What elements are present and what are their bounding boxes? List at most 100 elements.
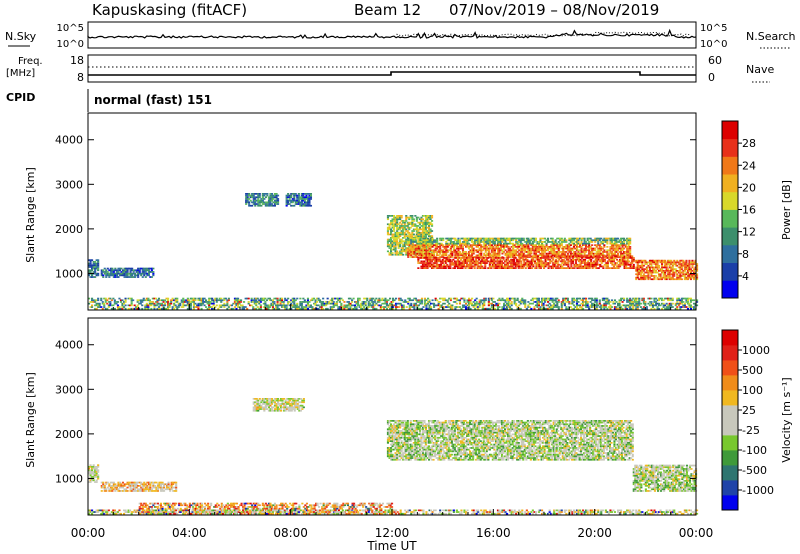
heatmap-cell <box>308 198 311 200</box>
heatmap-cell <box>423 254 427 257</box>
heatmap-cell <box>585 241 588 243</box>
heatmap-cell <box>389 302 392 305</box>
heatmap-cell <box>537 244 541 246</box>
heatmap-cell <box>535 258 538 261</box>
heatmap-cell <box>534 246 538 248</box>
heatmap-cell <box>650 264 653 267</box>
heatmap-cell <box>423 223 426 226</box>
heatmap-cell <box>623 304 626 307</box>
heatmap-cell <box>351 304 354 307</box>
heatmap-cell <box>490 265 493 268</box>
heatmap-cell <box>173 304 176 307</box>
heatmap-cell <box>418 223 422 226</box>
heatmap-cell <box>403 245 406 248</box>
heatmap-cell <box>604 304 607 307</box>
heatmap-cell <box>112 297 115 300</box>
heatmap-cell <box>405 247 408 249</box>
heatmap-cell <box>488 263 491 266</box>
heatmap-cell <box>691 273 694 276</box>
heatmap-cell <box>503 244 506 246</box>
heatmap-cell <box>502 257 505 259</box>
heatmap-cell <box>538 262 541 264</box>
heatmap-cell <box>423 230 426 232</box>
heatmap-cell <box>119 299 123 302</box>
heatmap-cell <box>114 274 117 277</box>
heatmap-cell <box>626 299 629 302</box>
heatmap-cell <box>576 263 579 266</box>
heatmap-cell <box>475 246 478 248</box>
heatmap-cell <box>651 275 655 277</box>
heatmap-cell <box>424 230 428 232</box>
heatmap-cell <box>137 269 140 272</box>
heatmap-cell <box>364 304 367 307</box>
heatmap-cell <box>561 265 564 268</box>
heatmap-cell <box>417 244 420 246</box>
heatmap-cell <box>439 247 442 250</box>
heatmap-cell <box>496 251 500 253</box>
heatmap-cell <box>483 307 486 310</box>
heatmap-cell <box>515 249 518 252</box>
heatmap-cell <box>456 262 460 264</box>
heatmap-cell <box>394 216 397 219</box>
heatmap-cell <box>595 302 598 305</box>
heatmap-cell <box>420 267 423 269</box>
heatmap-cell <box>524 257 527 259</box>
heatmap-cell <box>127 307 130 310</box>
heatmap-cell <box>528 306 531 308</box>
heatmap-cell <box>469 262 472 264</box>
heatmap-cell <box>534 252 538 255</box>
heatmap-cell <box>483 297 486 300</box>
heatmap-cell <box>382 299 386 302</box>
heatmap-cell <box>536 299 539 302</box>
heatmap-cell <box>537 301 541 303</box>
heatmap-cell <box>491 257 494 259</box>
heatmap-cell <box>258 193 261 195</box>
heatmap-cell <box>510 302 513 305</box>
heatmap-cell <box>200 307 203 310</box>
heatmap-cell <box>414 247 417 250</box>
heatmap-cell <box>465 239 468 242</box>
heatmap-cell <box>429 257 432 259</box>
heatmap-cell <box>434 265 437 268</box>
heatmap-cell <box>460 244 463 246</box>
heatmap-cell <box>113 302 116 305</box>
heatmap-cell <box>475 297 478 300</box>
heatmap-cell <box>591 244 594 246</box>
heatmap-cell <box>536 304 539 307</box>
heatmap-cell <box>194 297 197 300</box>
heatmap-cell <box>223 306 226 308</box>
heatmap-cell <box>394 221 397 224</box>
heatmap-cell <box>257 193 260 195</box>
heatmap-cell <box>620 299 623 302</box>
heatmap-cell <box>435 257 438 259</box>
heatmap-cell <box>588 263 591 266</box>
heatmap-cell <box>496 242 500 245</box>
heatmap-cell <box>561 262 564 264</box>
heatmap-cell <box>273 201 277 204</box>
heatmap-cell <box>550 299 553 302</box>
heatmap-cell <box>519 301 522 303</box>
heatmap-cell <box>252 301 255 303</box>
heatmap-cell <box>562 249 565 252</box>
heatmap-cell <box>603 249 606 252</box>
heatmap-cell <box>405 216 408 219</box>
heatmap-cell <box>449 260 452 263</box>
heatmap-cell <box>596 260 599 263</box>
heatmap-cell <box>291 201 294 204</box>
heatmap-cell <box>397 242 400 244</box>
heatmap-cell <box>641 263 644 265</box>
heatmap-cell <box>400 223 403 226</box>
heatmap-cell <box>551 247 554 250</box>
heatmap-cell <box>382 302 386 305</box>
heatmap-cell <box>594 237 597 240</box>
heatmap-cell <box>272 198 275 200</box>
heatmap-cell <box>552 262 555 264</box>
heatmap-cell <box>423 231 426 234</box>
heatmap-cell <box>458 257 461 259</box>
heatmap-cell <box>390 253 393 256</box>
heatmap-cell <box>149 267 152 270</box>
heatmap-cell <box>89 266 92 268</box>
heatmap-cell <box>491 258 494 261</box>
heatmap-cell <box>439 301 442 303</box>
heatmap-cell <box>88 264 91 267</box>
